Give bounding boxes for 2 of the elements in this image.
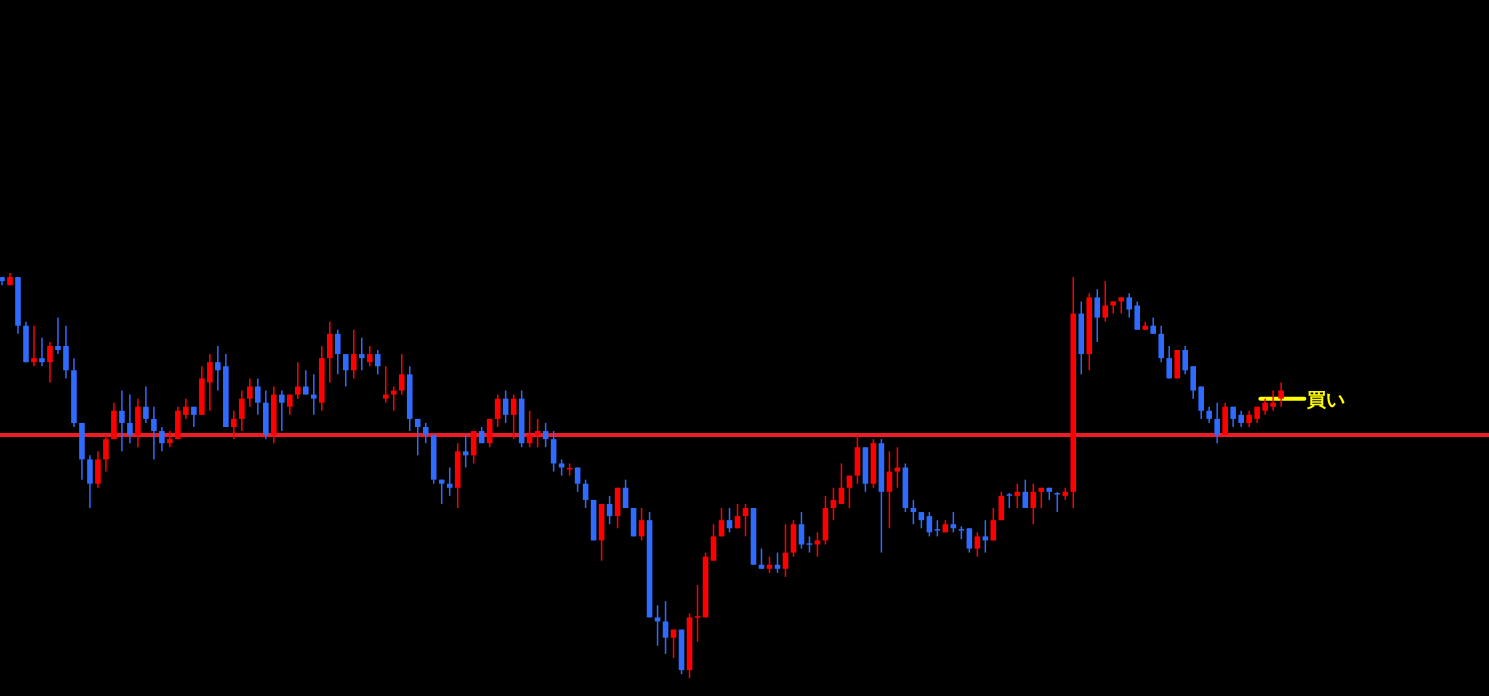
ref-line-labelled: 買い — [1258, 387, 1346, 410]
ref-line-label: 買い — [1306, 387, 1346, 410]
